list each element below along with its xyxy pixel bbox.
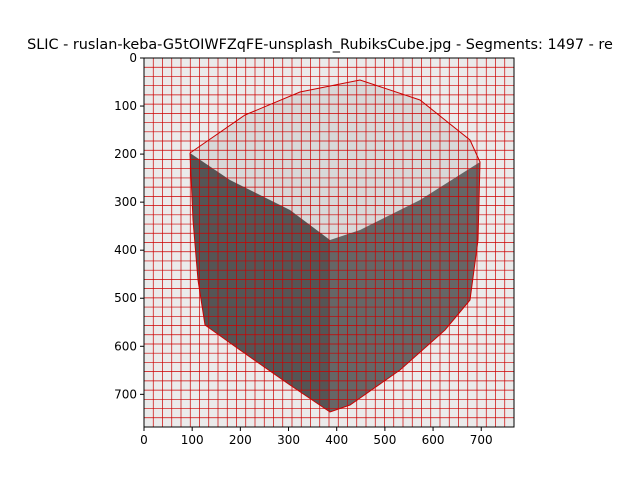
x-axis: 0 100 200 300 400 500 600 700 xyxy=(140,427,493,447)
y-tick-label: 600 xyxy=(114,339,137,353)
cube-right-face xyxy=(330,162,480,412)
y-tick-label: 100 xyxy=(114,99,137,113)
y-tick-label: 0 xyxy=(129,51,137,65)
x-tick-label: 700 xyxy=(470,433,493,447)
chart-title: SLIC - ruslan-keba-G5tOIWFZqFE-unsplash_… xyxy=(27,37,613,53)
x-tick-label: 200 xyxy=(229,433,252,447)
cube-top-face xyxy=(190,80,480,240)
x-tick-label: 500 xyxy=(373,433,396,447)
x-tick-label: 600 xyxy=(422,433,445,447)
cube-left-face xyxy=(190,153,330,412)
superpixel-boundaries xyxy=(144,58,514,427)
image-area xyxy=(144,58,514,427)
x-tick-label: 100 xyxy=(181,433,204,447)
x-tick-label: 400 xyxy=(325,433,348,447)
y-tick-label: 500 xyxy=(114,291,137,305)
y-tick-label: 700 xyxy=(114,387,137,401)
x-tick-label: 0 xyxy=(140,433,148,447)
y-tick-label: 400 xyxy=(114,243,137,257)
y-tick-label: 200 xyxy=(114,147,137,161)
y-tick-label: 300 xyxy=(114,195,137,209)
cube-outline xyxy=(189,79,481,413)
plot-frame xyxy=(143,57,515,428)
x-tick-label: 300 xyxy=(277,433,300,447)
y-axis: 0 100 200 300 400 500 600 700 xyxy=(114,51,144,401)
